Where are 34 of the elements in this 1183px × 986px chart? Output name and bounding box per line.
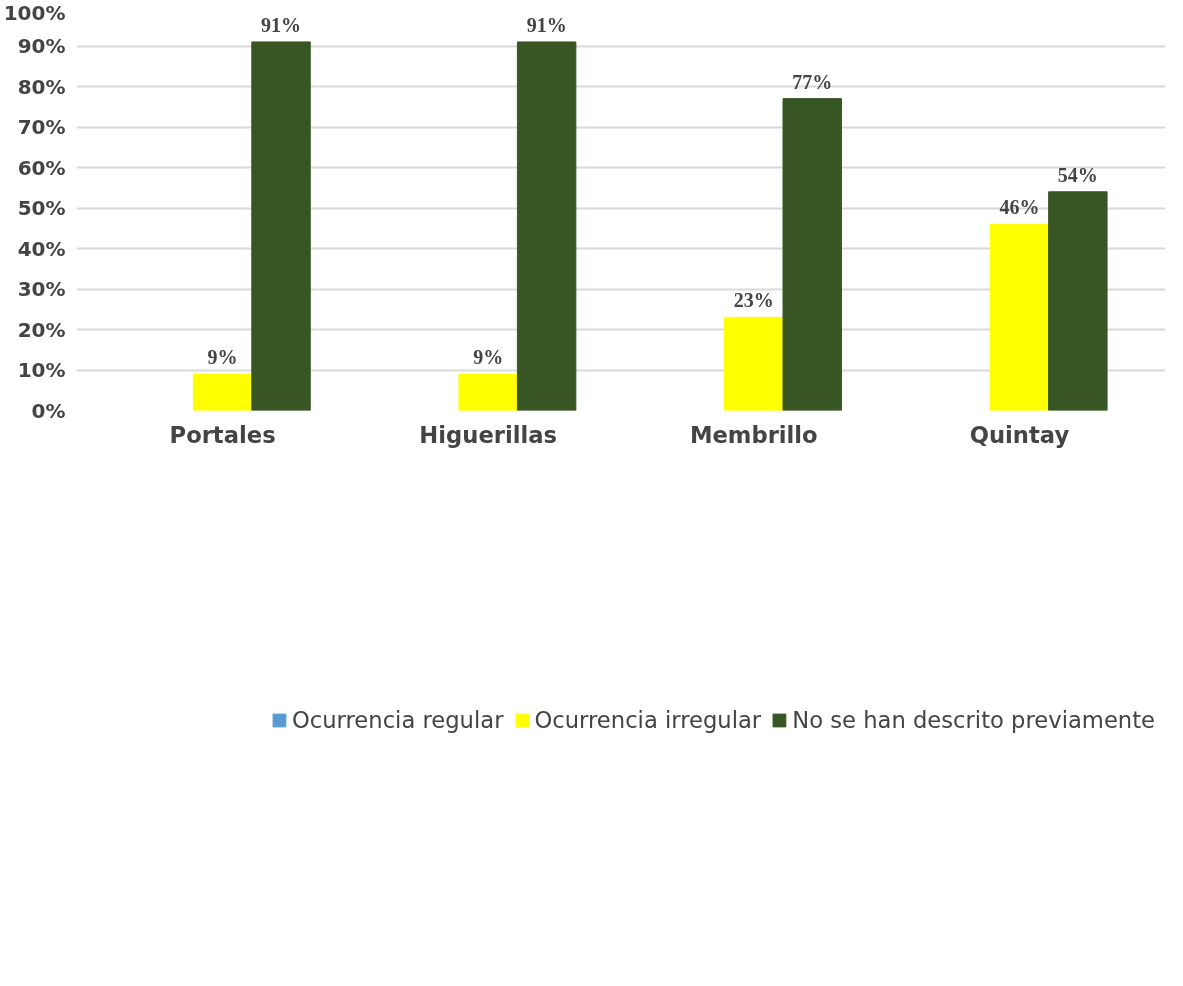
x-tick-label: Membrillo: [689, 421, 818, 448]
x-tick-label: Portales: [169, 421, 276, 448]
y-tick-label: 90%: [17, 34, 66, 58]
bar: [724, 316, 784, 411]
data-label: 54%: [1057, 163, 1098, 186]
y-tick-label: 10%: [17, 358, 66, 382]
data-label: 46%: [999, 196, 1040, 219]
y-tick-label: 30%: [17, 277, 66, 301]
data-label: 9%: [473, 346, 504, 369]
y-tick-label: 70%: [17, 115, 66, 139]
x-tick-label: Quintay: [969, 421, 1070, 448]
y-tick-label: 20%: [17, 317, 66, 342]
bar: [251, 41, 311, 411]
bar: [782, 98, 842, 411]
data-label: 91%: [526, 13, 567, 36]
y-tick-label: 100%: [3, 0, 66, 25]
bar: [192, 373, 253, 411]
legend-label: No se han descrito previamente: [792, 707, 1155, 733]
bar: [516, 41, 577, 411]
bar: [1048, 191, 1108, 411]
y-tick-label: 0%: [31, 398, 66, 423]
data-label: 91%: [261, 13, 302, 36]
y-tick-label: 60%: [17, 155, 66, 180]
y-tick-label: 40%: [17, 236, 66, 261]
bar: [989, 223, 1050, 411]
y-tick-label: 80%: [17, 74, 66, 99]
bar: [458, 373, 518, 411]
legend-label: Ocurrencia regular: [291, 707, 504, 733]
x-tick-label: Higuerillas: [419, 421, 558, 448]
y-tick-label: 50%: [17, 196, 66, 220]
data-label: 23%: [733, 289, 774, 312]
data-label: 9%: [207, 346, 238, 369]
legend-label: Ocurrencia irregular: [534, 707, 762, 733]
data-label: 77%: [792, 70, 833, 93]
